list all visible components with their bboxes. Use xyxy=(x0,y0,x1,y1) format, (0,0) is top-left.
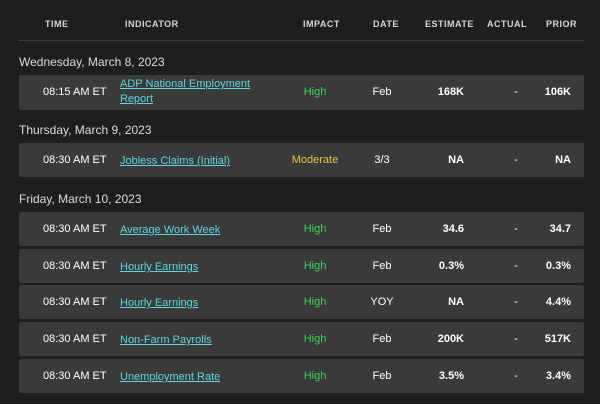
table-row: 08:30 AM ET Hourly Earnings High YOY NA … xyxy=(19,285,584,319)
impact-badge: High xyxy=(303,260,327,272)
impact-badge: High xyxy=(303,333,327,345)
indicator-link[interactable]: Jobless Claims (Initial) xyxy=(120,155,231,167)
actual-value: - xyxy=(514,223,518,235)
prior-value: 517K xyxy=(544,333,571,345)
table-header: TIME INDICATOR IMPACT DATE ESTIMATE ACTU… xyxy=(18,0,584,41)
table-row: 08:30 AM ET Hourly Earnings High Feb 0.3… xyxy=(19,249,584,283)
event-time: 08:15 AM ET xyxy=(43,86,107,98)
estimate-value: 3.5% xyxy=(438,370,464,382)
event-date: YOY xyxy=(370,296,394,308)
header-impact: IMPACT xyxy=(303,19,340,29)
event-date: Feb xyxy=(372,260,392,272)
prior-value: 34.7 xyxy=(549,223,571,235)
impact-badge: High xyxy=(303,86,327,98)
estimate-value: 0.3% xyxy=(438,260,464,272)
prior-value: NA xyxy=(555,154,571,166)
table-row: 08:30 AM ET Unemployment Rate High Feb 3… xyxy=(19,359,584,393)
actual-value: - xyxy=(514,370,518,382)
prior-value: 0.3% xyxy=(545,260,571,272)
prior-value: 106K xyxy=(544,86,571,98)
header-time: TIME xyxy=(45,19,69,29)
prior-value: 3.4% xyxy=(545,370,571,382)
actual-value: - xyxy=(514,333,518,345)
estimate-value: 200K xyxy=(437,333,464,345)
event-date: Feb xyxy=(372,370,392,382)
estimate-value: 168K xyxy=(437,86,464,98)
indicator-link[interactable]: ADP National Employment Report xyxy=(120,77,270,107)
indicator-link[interactable]: Unemployment Rate xyxy=(120,371,221,383)
day-heading: Thursday, March 9, 2023 xyxy=(19,123,152,137)
event-date: 3/3 xyxy=(374,154,390,166)
header-prior: PRIOR xyxy=(546,19,578,29)
estimate-value: NA xyxy=(448,296,464,308)
header-indicator: INDICATOR xyxy=(125,19,179,29)
impact-badge: High xyxy=(303,223,327,235)
impact-badge: High xyxy=(303,296,327,308)
event-time: 08:30 AM ET xyxy=(43,223,107,235)
event-time: 08:30 AM ET xyxy=(43,370,107,382)
table-row: 08:30 AM ET Non-Farm Payrolls High Feb 2… xyxy=(19,322,584,356)
indicator-link[interactable]: Hourly Earnings xyxy=(120,261,199,273)
header-actual: ACTUAL xyxy=(487,19,527,29)
actual-value: - xyxy=(514,296,518,308)
header-estimate: ESTIMATE xyxy=(425,19,474,29)
impact-badge: High xyxy=(303,370,327,382)
indicator-link-line2[interactable]: Report xyxy=(120,93,154,105)
table-row: 08:30 AM ET Jobless Claims (Initial) Mod… xyxy=(19,143,584,177)
indicator-link[interactable]: Non-Farm Payrolls xyxy=(120,334,212,346)
estimate-value: NA xyxy=(448,154,464,166)
event-date: Feb xyxy=(372,86,392,98)
actual-value: - xyxy=(514,154,518,166)
event-date: Feb xyxy=(372,333,392,345)
day-heading: Wednesday, March 8, 2023 xyxy=(19,55,165,69)
event-time: 08:30 AM ET xyxy=(43,333,107,345)
table-row: 08:30 AM ET Average Work Week High Feb 3… xyxy=(19,212,584,246)
actual-value: - xyxy=(514,86,518,98)
event-time: 08:30 AM ET xyxy=(43,260,107,272)
event-date: Feb xyxy=(372,223,392,235)
prior-value: 4.4% xyxy=(545,296,571,308)
actual-value: - xyxy=(514,260,518,272)
event-time: 08:30 AM ET xyxy=(43,296,107,308)
indicator-link[interactable]: Hourly Earnings xyxy=(120,297,199,309)
event-time: 08:30 AM ET xyxy=(43,154,107,166)
estimate-value: 34.6 xyxy=(442,223,464,235)
indicator-link[interactable]: Average Work Week xyxy=(120,224,221,236)
day-heading: Friday, March 10, 2023 xyxy=(19,192,142,206)
table-row: 08:15 AM ET ADP National Employment Repo… xyxy=(19,75,584,110)
indicator-link-line1[interactable]: ADP National Employment xyxy=(120,78,251,90)
header-date: DATE xyxy=(373,19,399,29)
impact-badge: Moderate xyxy=(291,154,339,166)
